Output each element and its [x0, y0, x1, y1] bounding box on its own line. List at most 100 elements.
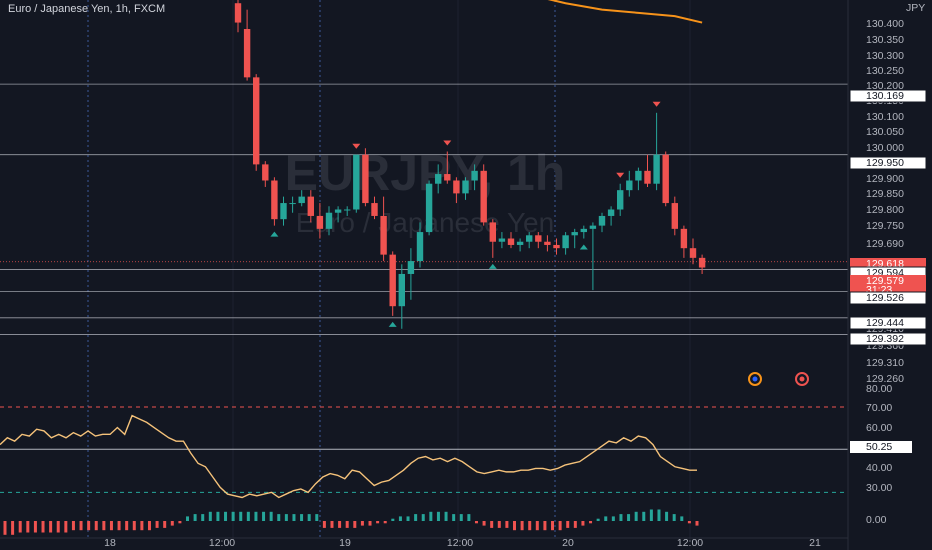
histogram-bar — [132, 521, 136, 531]
candle-body — [553, 244, 560, 249]
candle-body — [416, 232, 424, 262]
candle-body — [253, 77, 260, 165]
histogram-bar — [231, 511, 235, 521]
candle-body — [334, 209, 342, 213]
sell-signal-marker — [616, 172, 625, 178]
histogram-bar — [383, 521, 387, 524]
price-label-box — [849, 156, 927, 170]
price-label-text: 129.579 — [866, 275, 904, 287]
candle-body — [598, 215, 606, 226]
histogram-bar — [695, 521, 699, 526]
time-tick-label: 20 — [562, 537, 574, 549]
candle-body — [307, 196, 314, 216]
candle-body — [444, 174, 451, 181]
histogram-bar — [315, 514, 319, 521]
buy-signal-marker — [488, 263, 497, 269]
alert-icon-dot — [799, 376, 805, 382]
candle-body — [526, 235, 533, 242]
histogram-bar — [155, 521, 159, 528]
candle-body — [243, 29, 251, 78]
histogram-bar — [604, 516, 608, 521]
candle-body — [644, 170, 651, 184]
histogram-bar — [482, 521, 486, 526]
buy-signal-marker — [388, 321, 397, 327]
candle-body — [489, 222, 496, 242]
alert-icon — [795, 372, 809, 386]
histogram-bar — [178, 521, 182, 524]
time-tick-label: 21 — [809, 537, 821, 549]
histogram-bar — [619, 514, 623, 521]
watermark-ticker: EURJPY, 1h — [285, 145, 566, 201]
histogram-bar — [201, 514, 205, 521]
histogram-bar — [216, 511, 220, 521]
price-tick-label: 130.300 — [866, 50, 904, 62]
price-tick-label: 130.350 — [866, 34, 904, 46]
histogram-bar — [269, 511, 273, 521]
candle-body — [271, 180, 278, 220]
price-label-text: 129.444 — [866, 317, 904, 329]
histogram-bar — [41, 521, 45, 533]
histogram-bar — [672, 514, 676, 521]
candle-body — [362, 154, 369, 204]
rsi-label-box — [850, 441, 912, 453]
candle-body — [516, 241, 524, 245]
histogram-bar — [140, 521, 144, 531]
histogram-bar — [277, 514, 281, 521]
candle-body — [607, 209, 615, 216]
histogram-bar — [657, 509, 661, 521]
candle-body — [589, 225, 597, 229]
time-tick-label: 18 — [104, 537, 116, 549]
candle-body — [289, 203, 296, 205]
histogram-bar — [26, 521, 30, 533]
histogram-bar — [566, 521, 570, 528]
candle-body — [453, 180, 460, 194]
histogram-bar — [94, 521, 98, 531]
histogram-bar — [56, 521, 60, 533]
histogram-bar — [376, 521, 380, 524]
histogram-bar — [338, 521, 342, 528]
histogram-bar — [512, 521, 516, 531]
histogram-bar — [444, 511, 448, 521]
histogram-bar — [254, 511, 258, 521]
candle-body — [398, 273, 405, 307]
price-tick-label: 130.200 — [866, 80, 904, 92]
histogram-bar — [406, 516, 410, 521]
price-tick-label: 130.400 — [866, 18, 904, 30]
price-label-text: 129.392 — [866, 333, 904, 345]
buy-signal-marker — [270, 231, 279, 237]
price-label-box — [849, 332, 927, 346]
candle-body — [562, 235, 569, 249]
histogram-bar — [474, 521, 478, 524]
sell-signal-marker — [652, 101, 661, 107]
histogram-bar — [353, 521, 357, 528]
histogram-bar — [3, 521, 7, 535]
time-tick-label: 19 — [339, 537, 351, 549]
watermark-name: Euro / Japanese Yen — [296, 207, 554, 238]
histogram-bar — [18, 521, 22, 533]
histogram-bar — [634, 511, 638, 521]
osc-tick-label: 80.00 — [866, 383, 892, 395]
candle-body — [635, 170, 642, 181]
histogram-bar — [573, 521, 577, 528]
histogram-bar — [87, 521, 91, 531]
histogram-bar — [497, 521, 501, 528]
histogram-bar — [436, 511, 440, 521]
event-icon-dot — [752, 376, 758, 382]
candle-body — [544, 241, 551, 245]
candle-body — [344, 209, 351, 211]
histogram-bar — [300, 514, 304, 521]
price-tick-label: 129.800 — [866, 204, 904, 216]
histogram-bar — [193, 514, 197, 521]
histogram-bar — [64, 521, 68, 533]
symbol-title: Euro / Japanese Yen, 1h, FXCM — [8, 3, 166, 15]
histogram-bar — [520, 521, 524, 531]
candle-body — [671, 203, 678, 229]
histogram-bar — [414, 514, 418, 521]
candle-body — [535, 235, 542, 242]
price-label-box — [849, 89, 927, 103]
candle-body — [471, 170, 478, 181]
histogram-bar — [680, 516, 684, 521]
histogram-bar — [642, 511, 646, 521]
